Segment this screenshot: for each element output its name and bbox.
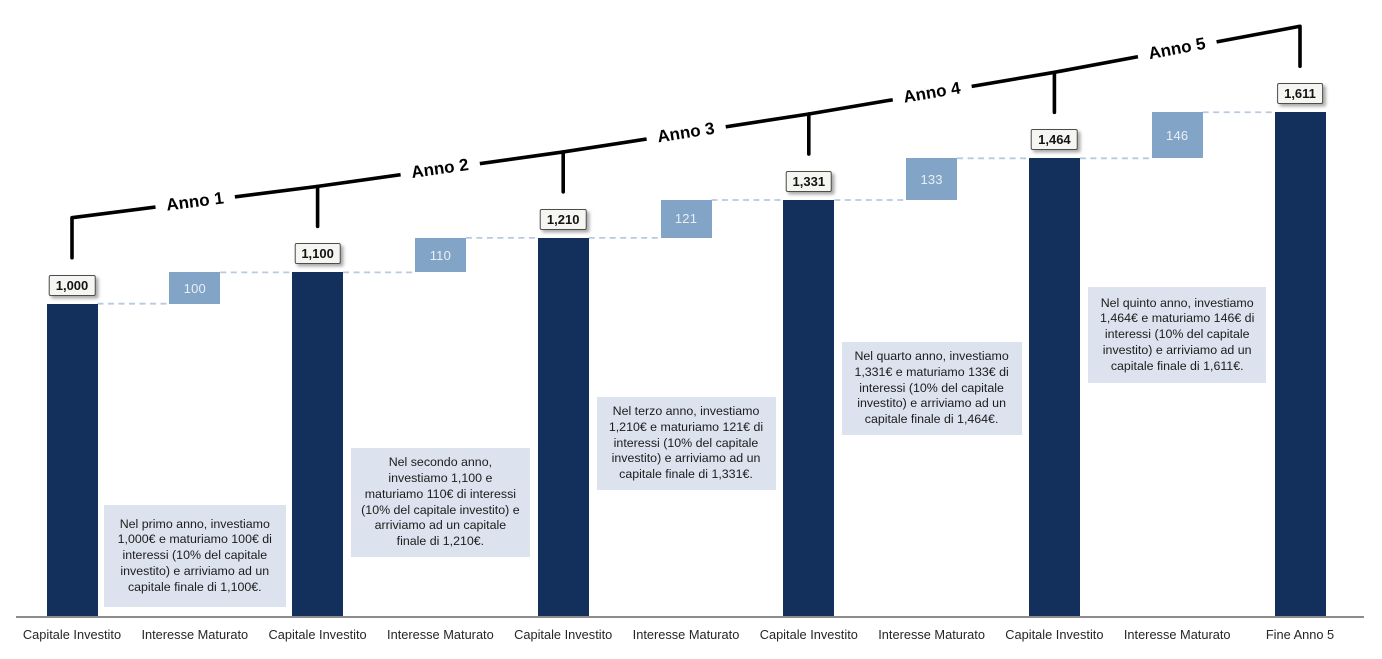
x-axis-category-label: Fine Anno 5 bbox=[1265, 627, 1335, 642]
year-explanation-box: Nel quinto anno, investiamo 1,464€ e mat… bbox=[1088, 287, 1267, 383]
year-explanation-box: Nel terzo anno, investiamo 1,210€ e matu… bbox=[596, 397, 776, 490]
bar-value-label: 1,000 bbox=[48, 274, 96, 296]
interest-accrued-bar: 146 bbox=[1151, 112, 1203, 159]
interest-value-label: 146 bbox=[1166, 127, 1189, 143]
interest-accrued-bar: 121 bbox=[660, 199, 712, 238]
capital-invested-bar bbox=[292, 272, 344, 617]
year-explanation-box: Nel primo anno, investiamo 1,000€ e matu… bbox=[103, 505, 286, 607]
interest-accrued-bar: 100 bbox=[169, 272, 221, 304]
x-axis-category-label: Interesse Maturato bbox=[632, 627, 740, 642]
x-axis-category-label: Capitale Investito bbox=[22, 627, 122, 642]
year-explanation-box: Nel secondo anno, investiamo 1,100 e mat… bbox=[350, 448, 530, 557]
capital-invested-bar bbox=[537, 237, 589, 617]
bar-value-label: 1,331 bbox=[785, 170, 833, 192]
x-axis-category-label: Capitale Investito bbox=[514, 627, 613, 642]
x-axis-category-label: Interesse Maturato bbox=[878, 627, 985, 642]
year-explanation-box: Nel quarto anno, investiamo 1,331€ e mat… bbox=[841, 342, 1022, 435]
interest-value-label: 110 bbox=[429, 247, 452, 263]
x-axis-line bbox=[16, 616, 1364, 618]
interest-accrued-bar: 133 bbox=[906, 158, 958, 200]
capital-invested-bar bbox=[1028, 158, 1080, 617]
bar-value-label: 1,611 bbox=[1277, 83, 1323, 105]
interest-value-label: 121 bbox=[674, 211, 698, 227]
capital-invested-bar bbox=[46, 303, 98, 617]
interest-value-label: 133 bbox=[920, 171, 943, 187]
capital-invested-bar bbox=[783, 199, 835, 617]
x-axis-category-label: Capitale Investito bbox=[1005, 627, 1104, 642]
x-axis-category-label: Capitale Investito bbox=[759, 627, 858, 642]
interest-accrued-bar: 110 bbox=[414, 237, 466, 273]
x-axis-category-label: Interesse Maturato bbox=[1123, 627, 1231, 642]
x-axis-category-label: Capitale Investito bbox=[268, 627, 367, 642]
bar-value-label: 1,100 bbox=[294, 243, 341, 265]
interest-value-label: 100 bbox=[183, 280, 206, 296]
x-axis-category-label: Interesse Maturato bbox=[387, 627, 494, 642]
bar-value-label: 1,210 bbox=[539, 208, 587, 230]
capital-invested-bar bbox=[1274, 112, 1326, 617]
bar-value-label: 1,464 bbox=[1031, 129, 1078, 151]
x-axis-category-label: Interesse Maturato bbox=[141, 627, 249, 642]
